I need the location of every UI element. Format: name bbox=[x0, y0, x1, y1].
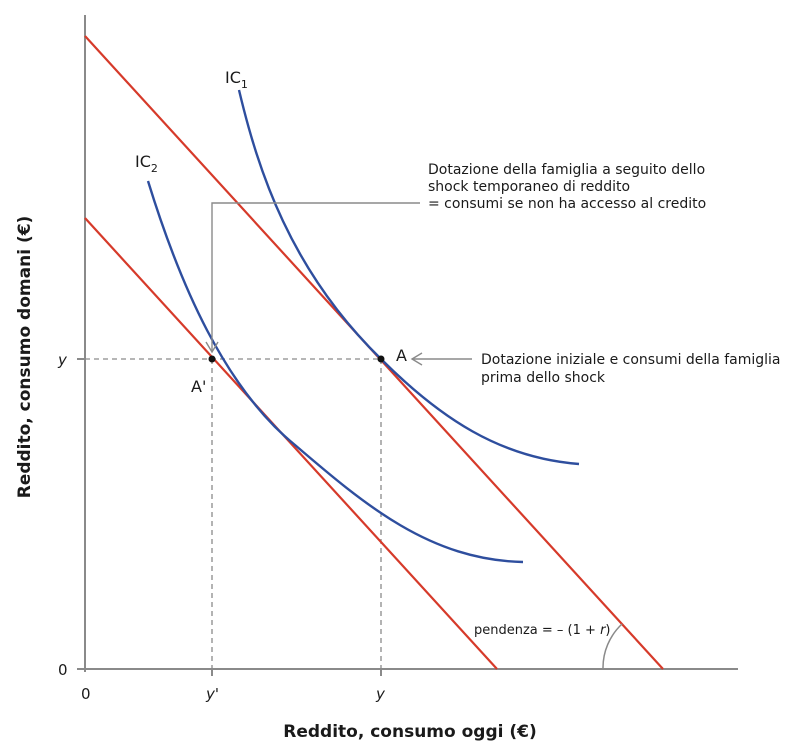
slope-label: pendenza = – (1 + r) bbox=[474, 623, 611, 638]
point-a bbox=[377, 355, 385, 363]
y-tick-label-y: y bbox=[57, 351, 68, 369]
x-tick-label-yprime: y' bbox=[205, 685, 219, 703]
guide-lines bbox=[85, 358, 382, 669]
ic2-label: IC2 bbox=[135, 152, 158, 175]
ic1-label: IC1 bbox=[225, 68, 248, 91]
y-axis-title: Reddito, consumo domani (€) bbox=[15, 216, 35, 499]
note-initial-line-1: Dotazione iniziale e consumi della famig… bbox=[481, 352, 781, 368]
x-axis-title: Reddito, consumo oggi (€) bbox=[283, 722, 537, 742]
indifference-curve-ic1 bbox=[237, 89, 580, 466]
point-a-label: A bbox=[396, 346, 407, 365]
axes bbox=[77, 15, 738, 676]
budget-line-after-shock bbox=[84, 217, 498, 670]
annotation-shock-arrow bbox=[205, 202, 420, 354]
x-tick-label-y: y bbox=[375, 685, 386, 703]
annotation-initial-arrow bbox=[410, 352, 472, 366]
point-a-prime-label: A' bbox=[191, 377, 206, 396]
note-initial-line-2: prima dello shock bbox=[481, 370, 606, 386]
indifference-curve-ic2 bbox=[146, 180, 524, 564]
note-shock-line-1: Dotazione della famiglia a seguito dello bbox=[428, 162, 705, 178]
point-a-prime bbox=[208, 355, 216, 363]
note-shock-line-3: = consumi se non ha accesso al credito bbox=[428, 196, 706, 212]
x-tick-label-0: 0 bbox=[81, 685, 91, 703]
note-shock-line-2: shock temporaneo di reddito bbox=[428, 179, 630, 195]
y-tick-label-0: 0 bbox=[58, 661, 68, 679]
slope-angle-arc bbox=[602, 623, 623, 670]
